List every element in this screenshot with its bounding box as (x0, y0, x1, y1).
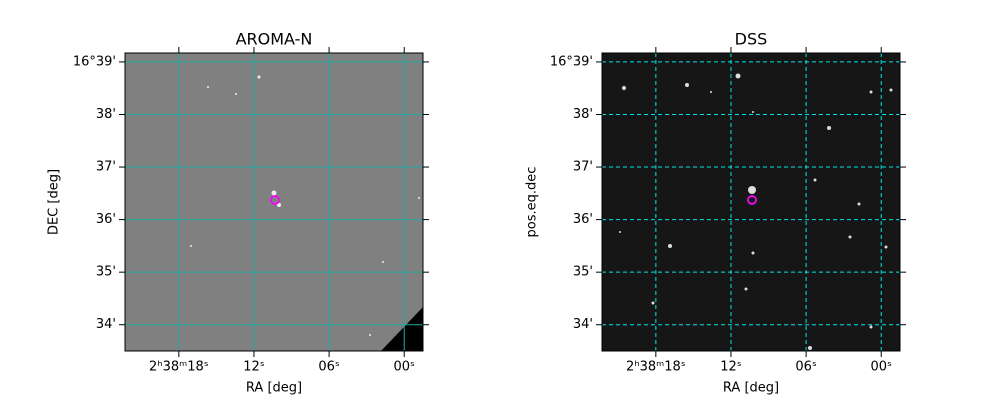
image-edge (381, 307, 423, 351)
y-tick-label: 36' (573, 212, 593, 227)
x-tick-label: 2ʰ38ᵐ18ˢ (149, 360, 209, 375)
y-tick-label: 38' (573, 107, 593, 122)
target-marker (270, 195, 280, 205)
x-tick-label: 06ˢ (795, 360, 817, 375)
y-tick-label: 16°39' (73, 54, 116, 69)
x-tick-label: 06ˢ (318, 360, 340, 375)
panel-right-image (602, 53, 900, 351)
x-tick-label: 12ˢ (720, 360, 742, 375)
y-tick-label: 34' (573, 317, 593, 332)
image-background (125, 53, 423, 351)
y-tick-label: 37' (96, 160, 116, 175)
stars (190, 75, 420, 336)
x-axis-label: RA [deg] (246, 381, 302, 396)
x-tick-label: 12ˢ (243, 360, 265, 375)
panel-left-image (125, 53, 423, 351)
y-tick-label: 36' (96, 212, 116, 227)
y-tick-label: 35' (573, 265, 593, 280)
target-marker (747, 195, 757, 205)
y-tick-label: 16°39' (550, 54, 593, 69)
x-tick-label: 00ˢ (394, 360, 416, 375)
panel-frame (124, 52, 424, 352)
image-background (602, 53, 900, 351)
panel-frame (601, 52, 901, 352)
x-tick-label: 00ˢ (871, 360, 893, 375)
y-tick-label: 37' (573, 160, 593, 175)
y-tick-label: 34' (96, 317, 116, 332)
x-tick-label: 2ʰ38ᵐ18ˢ (626, 360, 686, 375)
panel-title: DSS (735, 30, 768, 49)
y-axis-label: pos.eq.dec (525, 167, 540, 238)
y-axis-label: DEC [deg] (47, 169, 62, 235)
y-tick-label: 35' (96, 265, 116, 280)
y-tick-label: 38' (96, 107, 116, 122)
stars (619, 73, 893, 350)
panel-title: AROMA-N (236, 30, 313, 49)
x-axis-label: RA [deg] (723, 381, 779, 396)
